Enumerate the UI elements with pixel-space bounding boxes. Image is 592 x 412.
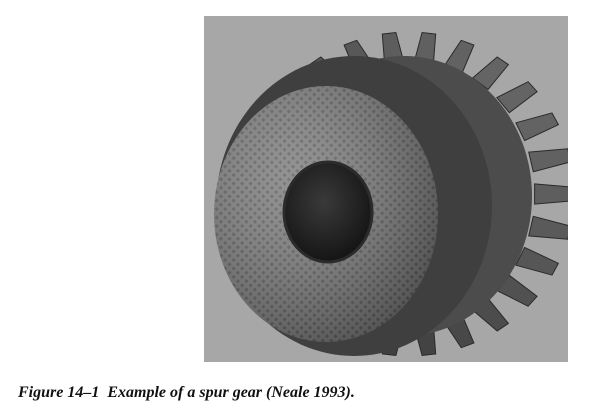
gear-tooth <box>515 246 560 276</box>
spur-gear-photo <box>204 16 568 362</box>
gear-tooth <box>528 148 568 173</box>
figure-caption-text: Example of a spur gear (Neale 1993). <box>107 384 355 401</box>
gear-tooth <box>496 81 538 114</box>
gear-tooth <box>534 183 568 205</box>
gear-bore <box>284 162 372 262</box>
gear-tooth <box>471 56 510 91</box>
gear-tooth <box>528 215 568 240</box>
figure-number: Figure 14–1 <box>18 384 100 401</box>
figure-caption: Figure 14–1 Example of a spur gear (Neale… <box>18 384 355 402</box>
spur-gear-illustration <box>204 16 568 362</box>
gear-tooth <box>515 112 560 142</box>
